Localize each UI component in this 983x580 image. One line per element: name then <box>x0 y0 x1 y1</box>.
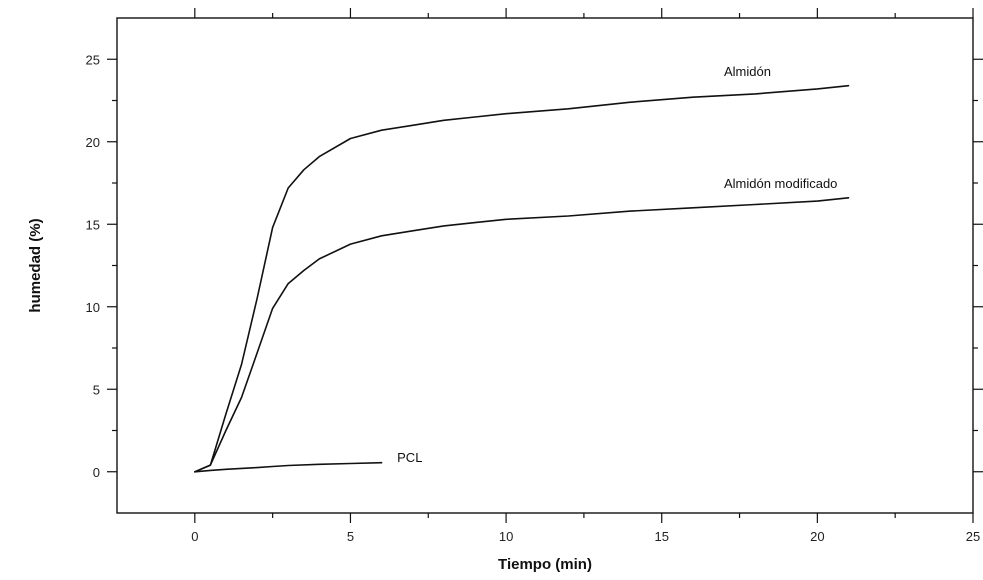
x-tick-label: 15 <box>654 529 668 544</box>
lines-layer <box>194 84 850 473</box>
x-tick-label: 5 <box>347 529 354 544</box>
series-label-almidon-modificado: Almidón modificado <box>724 176 837 191</box>
y-axis-title: humedad (%) <box>27 218 44 312</box>
series-line-pcl <box>194 461 383 473</box>
y-tick-label: 5 <box>93 382 100 397</box>
labels-layer: Almidón Almidón modificado PCL <box>397 64 837 465</box>
y-tick-label: 25 <box>86 52 100 67</box>
series-label-almidon: Almidón <box>724 64 771 79</box>
x-tick-label: 10 <box>499 529 513 544</box>
y-tick-label: 10 <box>86 300 100 315</box>
series-line-almidon <box>194 84 850 473</box>
x-tick-label: 0 <box>191 529 198 544</box>
x-tick-label: 20 <box>810 529 824 544</box>
x-axis-title: Tiempo (min) <box>498 556 592 573</box>
series-label-pcl: PCL <box>397 450 422 465</box>
y-tick-label: 20 <box>86 135 100 150</box>
y-tick-label: 15 <box>86 217 100 232</box>
ticks-layer: 0 5 10 15 20 25 0 5 10 15 20 25 <box>86 8 983 544</box>
plot-frame <box>116 17 974 514</box>
x-tick-label: 25 <box>966 529 980 544</box>
series-line-almidon-modificado <box>194 197 850 473</box>
y-tick-label: 0 <box>93 465 100 480</box>
